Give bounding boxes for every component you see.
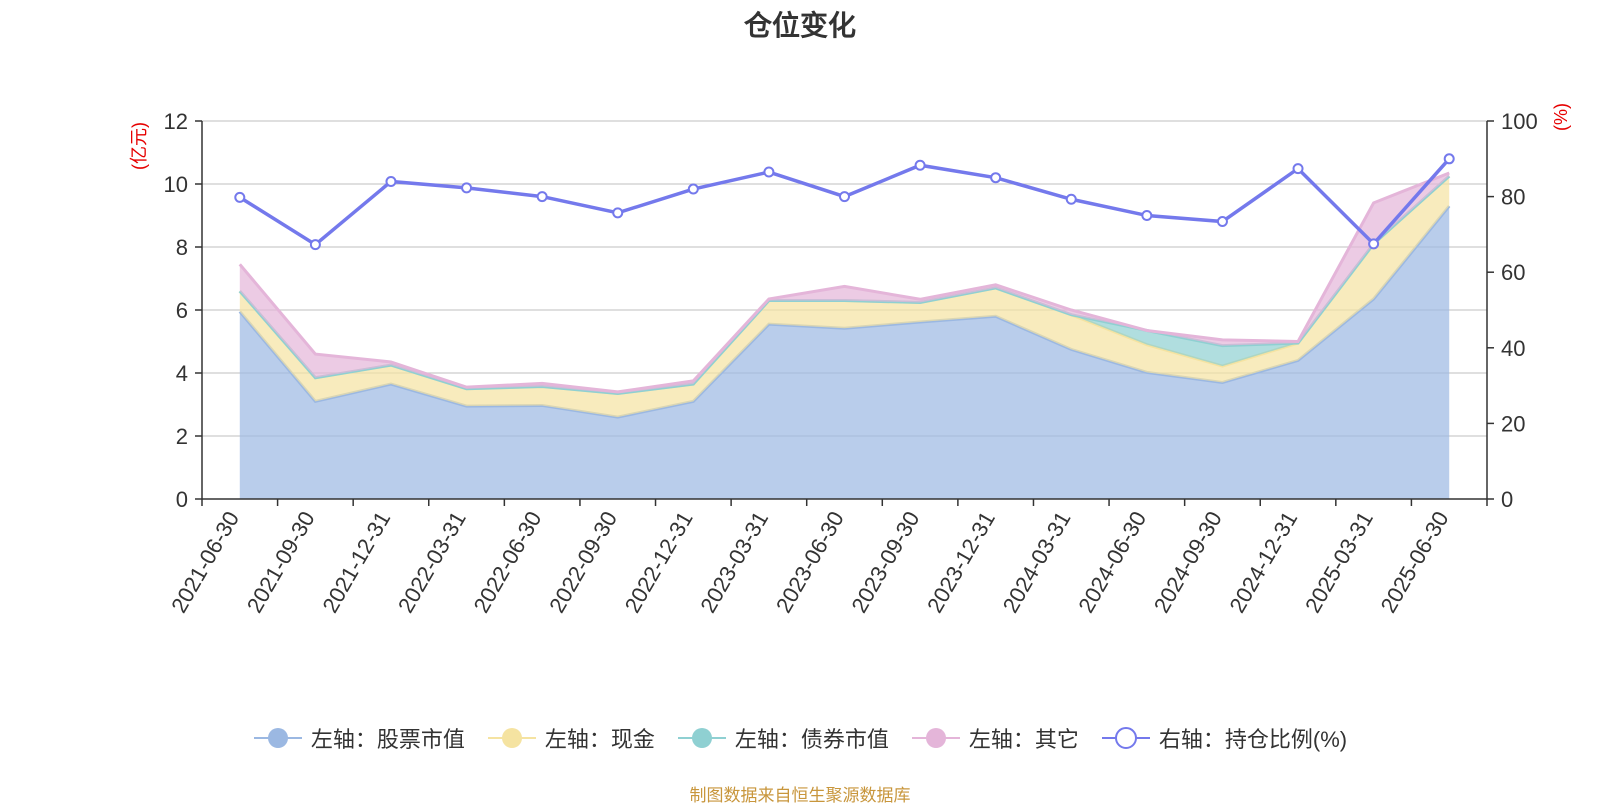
legend-item[interactable]: 左轴：其它 bbox=[911, 722, 1079, 754]
legend-item[interactable]: 左轴：现金 bbox=[487, 722, 655, 754]
x-axis-tick-label: 2023-09-30 bbox=[846, 507, 924, 617]
legend-marker-icon bbox=[911, 728, 960, 748]
position-ratio-point bbox=[1292, 163, 1304, 175]
x-axis-tick-label: 2023-06-30 bbox=[771, 507, 849, 617]
left-axis-unit-label: (亿元) bbox=[129, 122, 149, 170]
position-ratio-point bbox=[914, 159, 926, 171]
x-axis-tick-label: 2021-06-30 bbox=[166, 507, 244, 617]
legend-marker-icon bbox=[487, 728, 536, 748]
x-axis-tick-label: 2023-03-31 bbox=[695, 507, 773, 617]
right-axis-tick-label: 20 bbox=[1501, 411, 1525, 436]
position-ratio-point bbox=[536, 191, 548, 203]
left-axis-tick-label: 10 bbox=[164, 172, 188, 197]
x-axis-tick-label: 2024-12-31 bbox=[1224, 507, 1302, 617]
left-axis-tick-label: 6 bbox=[176, 298, 188, 323]
legend-marker-icon bbox=[253, 728, 302, 748]
position-ratio-point bbox=[461, 182, 473, 194]
x-axis-tick-label: 2021-12-31 bbox=[317, 507, 395, 617]
left-axis-tick-label: 0 bbox=[176, 487, 188, 512]
legend: 左轴：股票市值 左轴：现金 左轴：债券市值 左轴：其它 右轴：持仓比例(%) bbox=[0, 722, 1600, 754]
legend-marker-icon bbox=[1101, 727, 1150, 749]
right-axis-tick-label: 40 bbox=[1501, 336, 1525, 361]
x-axis-tick-label: 2022-03-31 bbox=[393, 507, 471, 617]
position-ratio-line bbox=[234, 153, 1455, 251]
x-axis-tick-label: 2021-09-30 bbox=[242, 507, 320, 617]
right-axis-tick-label: 80 bbox=[1501, 185, 1525, 210]
chart-title: 仓位变化 bbox=[743, 10, 856, 41]
left-axis-tick-label: 2 bbox=[176, 424, 188, 449]
stacked-areas bbox=[238, 171, 1451, 500]
right-axis-tick-label: 0 bbox=[1501, 487, 1513, 512]
x-axis-tick-label: 2022-06-30 bbox=[469, 507, 547, 617]
position-ratio-point bbox=[1368, 238, 1380, 250]
left-axis-tick-label: 8 bbox=[176, 235, 188, 260]
right-axis-unit-label: (%) bbox=[1551, 103, 1571, 131]
position-ratio-point bbox=[1141, 210, 1153, 221]
x-axis-tick-label: 2022-12-31 bbox=[620, 507, 698, 617]
position-ratio-point bbox=[763, 166, 775, 178]
legend-label: 左轴：股票市值 bbox=[310, 727, 465, 752]
x-axis-tick-label: 2022-09-30 bbox=[544, 507, 622, 617]
x-axis-tick-label: 2025-03-31 bbox=[1300, 507, 1378, 617]
area-左轴债券市值 bbox=[239, 176, 1450, 394]
area-左轴现金 bbox=[239, 176, 1450, 418]
left-axis-tick-label: 4 bbox=[176, 361, 188, 386]
area-左轴其它-edge bbox=[238, 171, 1450, 394]
right-axis-tick-label: 100 bbox=[1501, 109, 1538, 134]
position-ratio-point bbox=[234, 191, 246, 203]
data-source-note: 制图数据来自恒生聚源数据库 bbox=[689, 786, 911, 805]
legend-item[interactable]: 右轴：持仓比例(%) bbox=[1101, 722, 1347, 754]
x-axis-tick-label: 2024-06-30 bbox=[1073, 507, 1151, 617]
legend-label: 左轴：债券市值 bbox=[734, 727, 889, 752]
legend-item[interactable]: 左轴：股票市值 bbox=[253, 722, 465, 754]
position-ratio-point bbox=[839, 191, 850, 203]
position-ratio-point bbox=[309, 239, 321, 251]
x-axis-tick-label: 2024-03-31 bbox=[998, 507, 1076, 617]
position-ratio-point bbox=[1216, 216, 1228, 228]
x-axis-tick-label: 2024-09-30 bbox=[1149, 507, 1227, 617]
area-左轴股票市值 bbox=[239, 206, 1450, 500]
position-ratio-point bbox=[385, 175, 397, 187]
legend-item[interactable]: 左轴：债券市值 bbox=[677, 722, 889, 754]
legend-label: 左轴：其它 bbox=[968, 727, 1079, 752]
position-ratio-point bbox=[1065, 193, 1077, 205]
legend-marker-icon bbox=[677, 728, 726, 748]
x-axis-tick-label: 2025-06-30 bbox=[1376, 507, 1454, 617]
x-axis-tick-label: 2023-12-31 bbox=[922, 507, 1000, 617]
position-ratio-point bbox=[990, 172, 1002, 184]
position-ratio-point bbox=[612, 207, 624, 219]
right-axis-tick-label: 60 bbox=[1501, 260, 1525, 285]
legend-label: 右轴：持仓比例(%) bbox=[1158, 727, 1348, 752]
left-axis-tick-label: 12 bbox=[164, 109, 188, 134]
position-ratio-point bbox=[1443, 153, 1455, 165]
position-ratio-point bbox=[687, 183, 699, 195]
legend-label: 左轴：现金 bbox=[544, 727, 655, 752]
